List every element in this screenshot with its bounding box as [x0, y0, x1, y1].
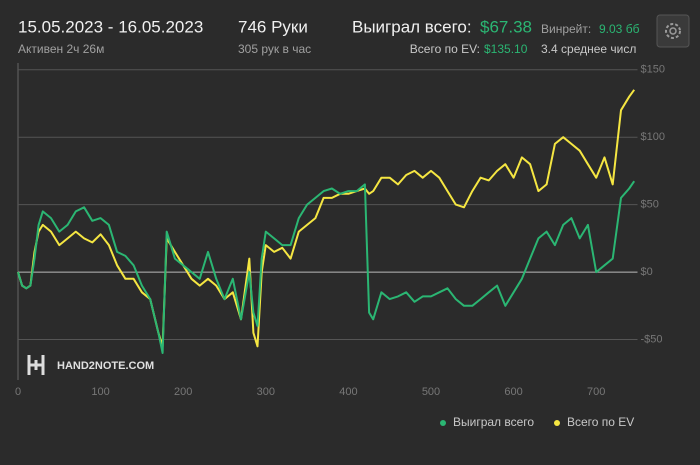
ev-label: Всего по EV: [410, 42, 480, 56]
x-tick-label: 300 [257, 386, 275, 398]
gear-icon[interactable] [665, 23, 681, 39]
settings-button[interactable] [656, 14, 690, 48]
y-tick-label: $150 [641, 64, 665, 76]
y-tick-label: -$50 [641, 333, 663, 345]
plot: -$50 $0 $50 $100 $150 0 100 200 300 400 500 600 700 [15, 63, 665, 398]
legend-marker [440, 420, 446, 426]
x-tick-label: 600 [504, 386, 522, 398]
avg-players: 3.4 среднее числ [541, 42, 636, 56]
legend-marker [554, 420, 560, 426]
hands: 746 Руки [238, 17, 308, 36]
gear-center[interactable] [669, 27, 677, 35]
legend-label: Выиграл всего [453, 415, 534, 429]
winrate-value: 9.03 бб [599, 22, 640, 36]
watermark: HAND2NOTE.COM [27, 355, 154, 375]
x-tick-label: 400 [339, 386, 357, 398]
y-tick-label: $100 [641, 131, 665, 143]
ev-value: $135.10 [484, 42, 528, 56]
x-tick-label: 0 [15, 386, 21, 398]
watermark-logo [27, 355, 45, 375]
winrate-label: Винрейт: [541, 22, 591, 36]
legend: Выиграл всего Всего по EV [440, 415, 634, 429]
y-tick-label: $50 [641, 199, 659, 211]
hands-per-hour: 305 рук в час [238, 42, 311, 56]
x-tick-label: 200 [174, 386, 192, 398]
y-tick-label: $0 [641, 266, 653, 278]
active-time: Активен 2ч 26м [18, 42, 104, 56]
won-value: $67.38 [480, 17, 532, 36]
watermark-text: HAND2NOTE.COM [57, 360, 154, 372]
x-tick-label: 700 [587, 386, 605, 398]
series-line [17, 180, 636, 354]
settings-box[interactable] [656, 14, 690, 48]
x-tick-label: 500 [422, 386, 440, 398]
x-tick-label: 100 [91, 386, 109, 398]
won-label: Выиграл всего: [352, 17, 472, 36]
series-line [17, 89, 636, 348]
date-range: 15.05.2023 - 16.05.2023 [18, 17, 203, 36]
legend-label: Всего по EV [567, 415, 634, 429]
